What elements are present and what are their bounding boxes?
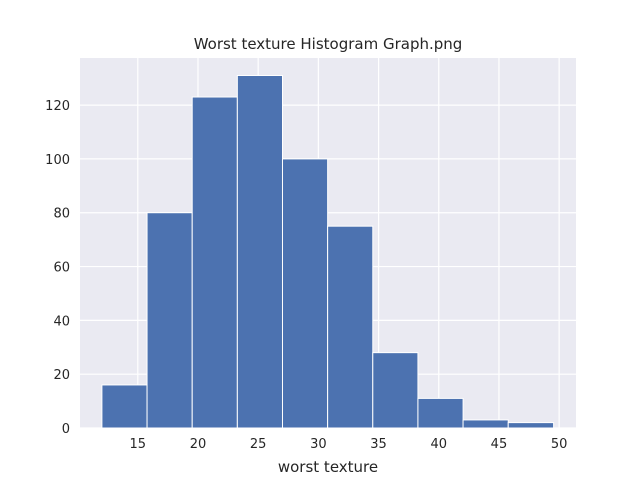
x-axis-label: worst texture (278, 458, 378, 476)
histogram-bar (146, 212, 193, 429)
x-tick-label: 35 (370, 437, 387, 452)
chart-title: Worst texture Histogram Graph.png (194, 35, 463, 53)
histogram-bar (417, 397, 464, 429)
y-tick-label: 100 (45, 153, 70, 168)
x-tick-labels: 15 20 25 30 35 40 45 50 (130, 437, 568, 452)
x-tick-label: 45 (491, 437, 508, 452)
y-tick-labels: 0 20 40 60 80 100 120 (45, 99, 70, 437)
histogram-bar (462, 419, 509, 429)
histogram-bar (281, 158, 329, 429)
histogram-bar (372, 352, 419, 429)
x-tick-label: 25 (250, 437, 267, 452)
x-tick-label: 40 (430, 437, 447, 452)
y-tick-label: 20 (53, 368, 70, 383)
x-tick-label: 20 (190, 437, 207, 452)
histogram-bar (236, 74, 283, 429)
x-tick-label: 50 (551, 437, 568, 452)
x-tick-label: 15 (130, 437, 147, 452)
y-tick-label: 120 (45, 99, 70, 114)
histogram-bar (507, 422, 555, 429)
histogram-bar (191, 96, 238, 429)
bars (101, 74, 555, 429)
histogram-bar (327, 225, 374, 429)
y-tick-label: 40 (53, 314, 70, 329)
y-tick-label: 80 (53, 207, 70, 222)
x-tick-label: 30 (310, 437, 327, 452)
y-tick-label: 0 (62, 422, 70, 437)
histogram-bar (101, 384, 148, 429)
y-tick-label: 60 (53, 261, 70, 276)
